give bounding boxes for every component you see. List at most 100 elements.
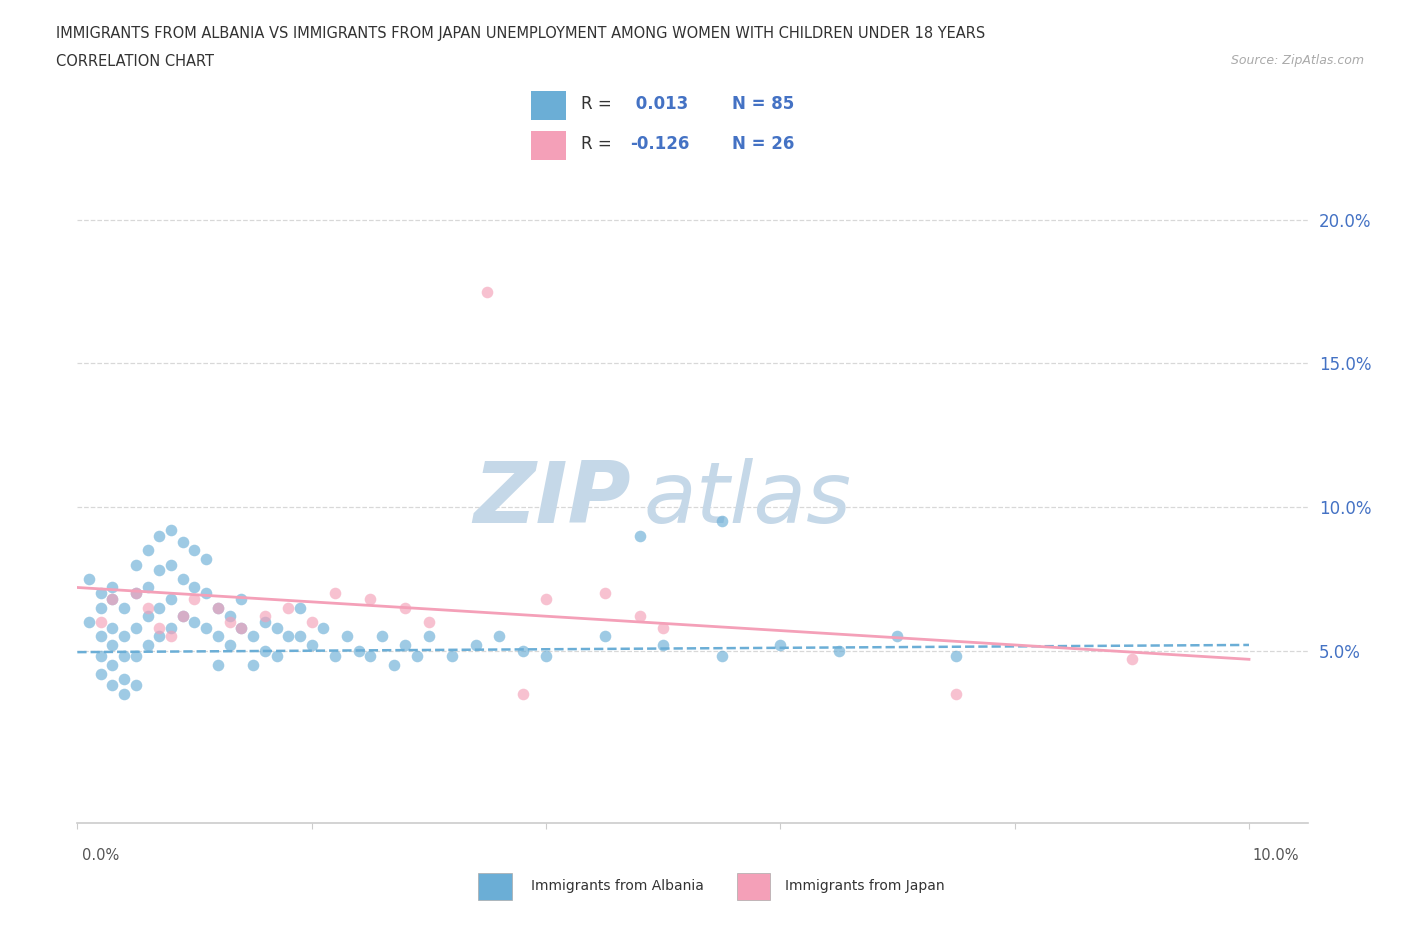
Point xyxy=(101,591,124,606)
Point xyxy=(418,629,440,644)
Text: CORRELATION CHART: CORRELATION CHART xyxy=(56,54,214,69)
Point xyxy=(125,678,148,693)
Point xyxy=(125,586,148,601)
Point xyxy=(710,514,733,529)
Point xyxy=(288,600,311,615)
Point xyxy=(652,620,675,635)
Point xyxy=(312,620,335,635)
Point xyxy=(148,620,170,635)
Point xyxy=(394,600,416,615)
Point xyxy=(136,543,159,558)
Point xyxy=(628,528,651,543)
Point xyxy=(90,615,112,630)
Point xyxy=(301,615,323,630)
Point xyxy=(136,637,159,652)
Point xyxy=(125,649,148,664)
Point xyxy=(418,615,440,630)
Point xyxy=(148,600,170,615)
Point xyxy=(125,586,148,601)
Point xyxy=(207,658,229,672)
Point xyxy=(160,620,183,635)
Point xyxy=(101,620,124,635)
Point xyxy=(183,591,205,606)
Point xyxy=(101,637,124,652)
Point xyxy=(77,615,100,630)
Point xyxy=(323,649,346,664)
Point xyxy=(828,644,851,658)
Point xyxy=(195,586,218,601)
Point xyxy=(710,649,733,664)
Point xyxy=(112,686,135,701)
Point xyxy=(90,649,112,664)
Point xyxy=(231,620,253,635)
Point xyxy=(628,609,651,624)
Point xyxy=(242,629,264,644)
Point xyxy=(160,523,183,538)
Point xyxy=(136,600,159,615)
Point xyxy=(266,620,288,635)
Point xyxy=(90,666,112,681)
Point xyxy=(464,637,486,652)
Point xyxy=(101,580,124,595)
Point xyxy=(512,686,534,701)
Text: N = 85: N = 85 xyxy=(733,95,794,113)
Point xyxy=(441,649,464,664)
Point xyxy=(277,629,299,644)
Point xyxy=(534,649,557,664)
FancyBboxPatch shape xyxy=(531,131,565,160)
Point xyxy=(101,591,124,606)
Point xyxy=(945,686,967,701)
Point xyxy=(488,629,510,644)
Point xyxy=(769,637,792,652)
Point xyxy=(277,600,299,615)
Point xyxy=(183,615,205,630)
Point xyxy=(160,557,183,572)
Point xyxy=(172,609,194,624)
Point xyxy=(90,600,112,615)
FancyBboxPatch shape xyxy=(531,91,565,120)
Point xyxy=(382,658,405,672)
Point xyxy=(1121,652,1143,667)
Point xyxy=(301,637,323,652)
Point xyxy=(136,609,159,624)
FancyBboxPatch shape xyxy=(478,873,512,900)
Text: 10.0%: 10.0% xyxy=(1253,848,1299,863)
Point xyxy=(288,629,311,644)
Point xyxy=(218,637,240,652)
Text: Immigrants from Japan: Immigrants from Japan xyxy=(785,879,945,893)
Point xyxy=(406,649,429,664)
Point xyxy=(394,637,416,652)
Point xyxy=(125,620,148,635)
FancyBboxPatch shape xyxy=(737,873,770,900)
Point xyxy=(207,600,229,615)
Text: IMMIGRANTS FROM ALBANIA VS IMMIGRANTS FROM JAPAN UNEMPLOYMENT AMONG WOMEN WITH C: IMMIGRANTS FROM ALBANIA VS IMMIGRANTS FR… xyxy=(56,26,986,41)
Point xyxy=(183,543,205,558)
Point xyxy=(125,557,148,572)
Point xyxy=(371,629,394,644)
Point xyxy=(945,649,967,664)
Point xyxy=(112,672,135,687)
Point xyxy=(242,658,264,672)
Point xyxy=(160,591,183,606)
Point xyxy=(231,620,253,635)
Point xyxy=(323,586,346,601)
Point xyxy=(266,649,288,664)
Point xyxy=(218,615,240,630)
Point xyxy=(148,563,170,578)
Point xyxy=(652,637,675,652)
Text: R =: R = xyxy=(581,95,612,113)
Text: 0.013: 0.013 xyxy=(630,95,688,113)
Point xyxy=(136,580,159,595)
Point xyxy=(77,571,100,586)
Point xyxy=(148,629,170,644)
Point xyxy=(195,620,218,635)
Point xyxy=(172,609,194,624)
Point xyxy=(207,629,229,644)
Point xyxy=(101,678,124,693)
Point xyxy=(886,629,908,644)
Point xyxy=(347,644,370,658)
Point xyxy=(359,591,381,606)
Point xyxy=(101,658,124,672)
Point xyxy=(112,600,135,615)
Point xyxy=(534,591,557,606)
